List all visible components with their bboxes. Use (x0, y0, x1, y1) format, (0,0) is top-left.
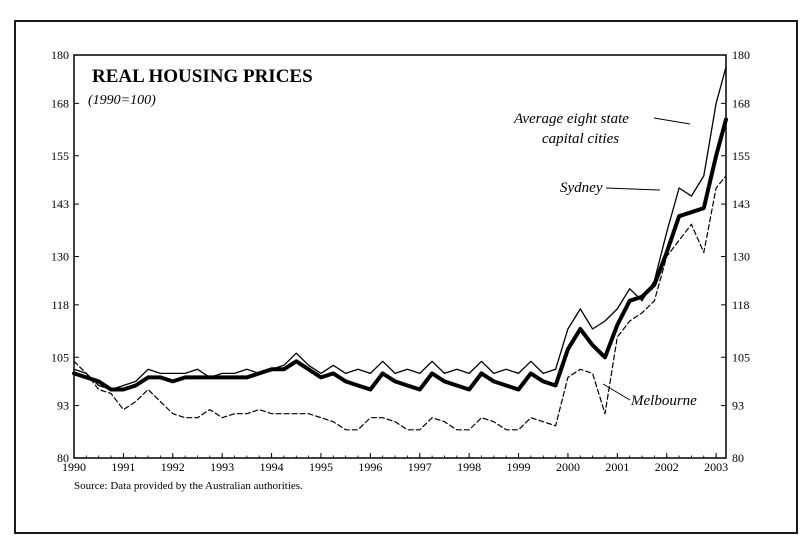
chart-subtitle: (1990=100) (88, 93, 156, 108)
annotation-melbourne-pointer (602, 383, 631, 401)
x-tick-label: 2003 (704, 460, 728, 474)
y-tick-label-right: 155 (732, 149, 750, 163)
y-tick-label-right: 168 (732, 96, 750, 110)
x-tick-label: 1992 (161, 460, 185, 474)
x-tick-label: 1998 (457, 460, 481, 474)
x-tick-label: 1995 (309, 460, 333, 474)
annotation-average-pointer (653, 117, 691, 125)
x-tick-label: 1990 (62, 460, 86, 474)
y-tick-label-left: 180 (51, 48, 69, 62)
y-tick-label-right: 143 (732, 197, 750, 211)
annotation-sydney-pointer (605, 187, 661, 191)
annotation-average-line1: Average eight state (513, 111, 629, 127)
left-axis: 80 93 105 118 130 143 155 168 180 (51, 48, 79, 465)
y-tick-label-left: 130 (51, 250, 69, 264)
x-tick-label: 1994 (260, 460, 284, 474)
series-line-2 (73, 175, 727, 431)
x-tick-label: 1997 (408, 460, 432, 474)
y-tick-label-right: 93 (732, 399, 744, 413)
x-tick-label: 2000 (556, 460, 580, 474)
y-tick-label-right: 130 (732, 250, 750, 264)
x-axis: 1990 1991 1992 1993 1994 1995 1996 1997 1998 1999… (62, 453, 728, 474)
series-line-0 (73, 66, 727, 391)
y-tick-label-right: 80 (732, 451, 744, 465)
x-tick-label: 1993 (210, 460, 234, 474)
right-axis: 80 93 105 118 130 143 155 168 180 (721, 48, 750, 465)
y-tick-label-left: 118 (51, 298, 69, 312)
y-tick-label-left: 155 (51, 149, 69, 163)
annotation-melbourne: Melbourne (630, 393, 697, 409)
series-layer (72, 66, 728, 431)
x-tick-label: 1996 (358, 460, 382, 474)
source-note: Source: Data provided by the Australian … (74, 480, 303, 492)
y-tick-label-left: 143 (51, 197, 69, 211)
y-tick-label-left: 93 (57, 399, 69, 413)
y-tick-label-right: 105 (732, 350, 750, 364)
chart-title: REAL HOUSING PRICES (92, 66, 313, 87)
y-tick-label-left: 105 (51, 350, 69, 364)
x-tick-label: 2001 (605, 460, 629, 474)
y-tick-label-right: 118 (732, 298, 750, 312)
y-tick-label-left: 80 (57, 451, 69, 465)
annotation-average-line2: capital cities (542, 131, 619, 147)
x-tick-label: 2002 (655, 460, 679, 474)
x-tick-label: 1999 (507, 460, 531, 474)
x-tick-label: 1991 (111, 460, 135, 474)
y-tick-label-right: 180 (732, 48, 750, 62)
annotation-sydney: Sydney (560, 180, 603, 196)
series-line-1 (72, 117, 728, 392)
chart-frame (14, 20, 798, 534)
y-tick-label-left: 168 (51, 96, 69, 110)
